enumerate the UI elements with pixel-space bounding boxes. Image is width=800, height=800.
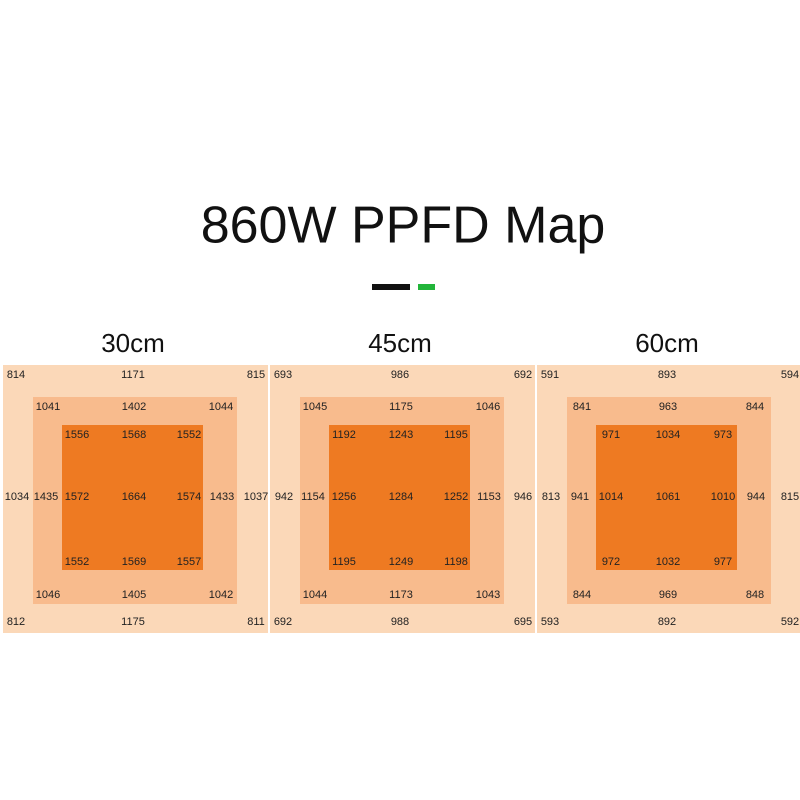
ppfd-value: 693 (274, 369, 292, 381)
ppfd-value: 1171 (121, 369, 145, 381)
ppfd-value: 1664 (122, 491, 146, 503)
ppfd-value: 1568 (122, 429, 146, 441)
ppfd-value: 848 (746, 589, 764, 601)
ppfd-value: 815 (247, 369, 265, 381)
ppfd-value: 593 (541, 616, 559, 628)
ppfd-value: 1061 (656, 491, 680, 503)
ppfd-value: 1046 (476, 401, 500, 413)
ppfd-value: 1032 (656, 556, 680, 568)
ppfd-value: 1037 (244, 491, 268, 503)
ppfd-value: 695 (514, 616, 532, 628)
ppfd-value: 986 (391, 369, 409, 381)
ppfd-value: 813 (542, 491, 560, 503)
height-label: 60cm (635, 328, 699, 358)
ppfd-value: 988 (391, 616, 409, 628)
ppfd-value: 844 (573, 589, 591, 601)
ppfd-value: 946 (514, 491, 532, 503)
ppfd-value: 1041 (36, 401, 60, 413)
ppfd-value: 893 (658, 369, 676, 381)
ppfd-value: 1433 (210, 491, 234, 503)
height-label: 30cm (101, 328, 165, 358)
ppfd-value: 1014 (599, 491, 623, 503)
ppfd-value: 812 (7, 616, 25, 628)
accent-green (418, 284, 435, 290)
ppfd-value: 1435 (34, 491, 58, 503)
ppfd-value: 692 (514, 369, 532, 381)
ppfd-value: 1552 (177, 429, 201, 441)
ppfd-value: 969 (659, 589, 677, 601)
ppfd-value: 1175 (121, 616, 145, 628)
accent-black (372, 284, 410, 290)
ppfd-value: 814 (7, 369, 25, 381)
ppfd-value: 592 (781, 616, 799, 628)
ppfd-value: 1173 (389, 589, 413, 601)
ppfd-value: 1574 (177, 491, 201, 503)
ppfd-value: 1034 (656, 429, 680, 441)
ppfd-value: 941 (571, 491, 589, 503)
ppfd-value: 1044 (209, 401, 233, 413)
inner-zone (596, 425, 737, 570)
ppfd-value: 942 (275, 491, 293, 503)
ppfd-value: 1552 (65, 556, 89, 568)
ppfd-value: 1556 (65, 429, 89, 441)
ppfd-value: 1256 (332, 491, 356, 503)
ppfd-value: 1045 (303, 401, 327, 413)
ppfd-value: 1569 (122, 556, 146, 568)
ppfd-value: 1402 (122, 401, 146, 413)
ppfd-value: 692 (274, 616, 292, 628)
ppfd-value: 1044 (303, 589, 327, 601)
ppfd-value: 1010 (711, 491, 735, 503)
ppfd-value: 594 (781, 369, 799, 381)
ppfd-value: 1249 (389, 556, 413, 568)
ppfd-value: 1252 (444, 491, 468, 503)
title: 860W PPFD Map (201, 197, 606, 255)
ppfd-value: 1034 (5, 491, 29, 503)
ppfd-value: 1195 (332, 556, 356, 568)
ppfd-value: 1192 (332, 429, 356, 441)
ppfd-value: 1043 (476, 589, 500, 601)
ppfd-value: 973 (714, 429, 732, 441)
ppfd-value: 1557 (177, 556, 201, 568)
ppfd-value: 1572 (65, 491, 89, 503)
ppfd-value: 811 (247, 616, 265, 628)
ppfd-value: 1154 (301, 491, 325, 503)
ppfd-value: 591 (541, 369, 559, 381)
ppfd-value: 892 (658, 616, 676, 628)
height-label: 45cm (368, 328, 432, 358)
ppfd-value: 1153 (477, 491, 501, 503)
ppfd-value: 815 (781, 491, 799, 503)
ppfd-value: 1243 (389, 429, 413, 441)
ppfd-value: 1284 (389, 491, 413, 503)
ppfd-value: 844 (746, 401, 764, 413)
ppfd-value: 1042 (209, 589, 233, 601)
ppfd-value: 977 (714, 556, 732, 568)
ppfd-value: 1046 (36, 589, 60, 601)
ppfd-value: 972 (602, 556, 620, 568)
ppfd-value: 1175 (389, 401, 413, 413)
inner-zone (329, 425, 470, 570)
ppfd-value: 1405 (122, 589, 146, 601)
ppfd-value: 944 (747, 491, 765, 503)
ppfd-value: 971 (602, 429, 620, 441)
inner-zone (62, 425, 203, 570)
ppfd-value: 841 (573, 401, 591, 413)
ppfd-value: 1195 (444, 429, 468, 441)
ppfd-value: 1198 (444, 556, 468, 568)
ppfd-value: 963 (659, 401, 677, 413)
